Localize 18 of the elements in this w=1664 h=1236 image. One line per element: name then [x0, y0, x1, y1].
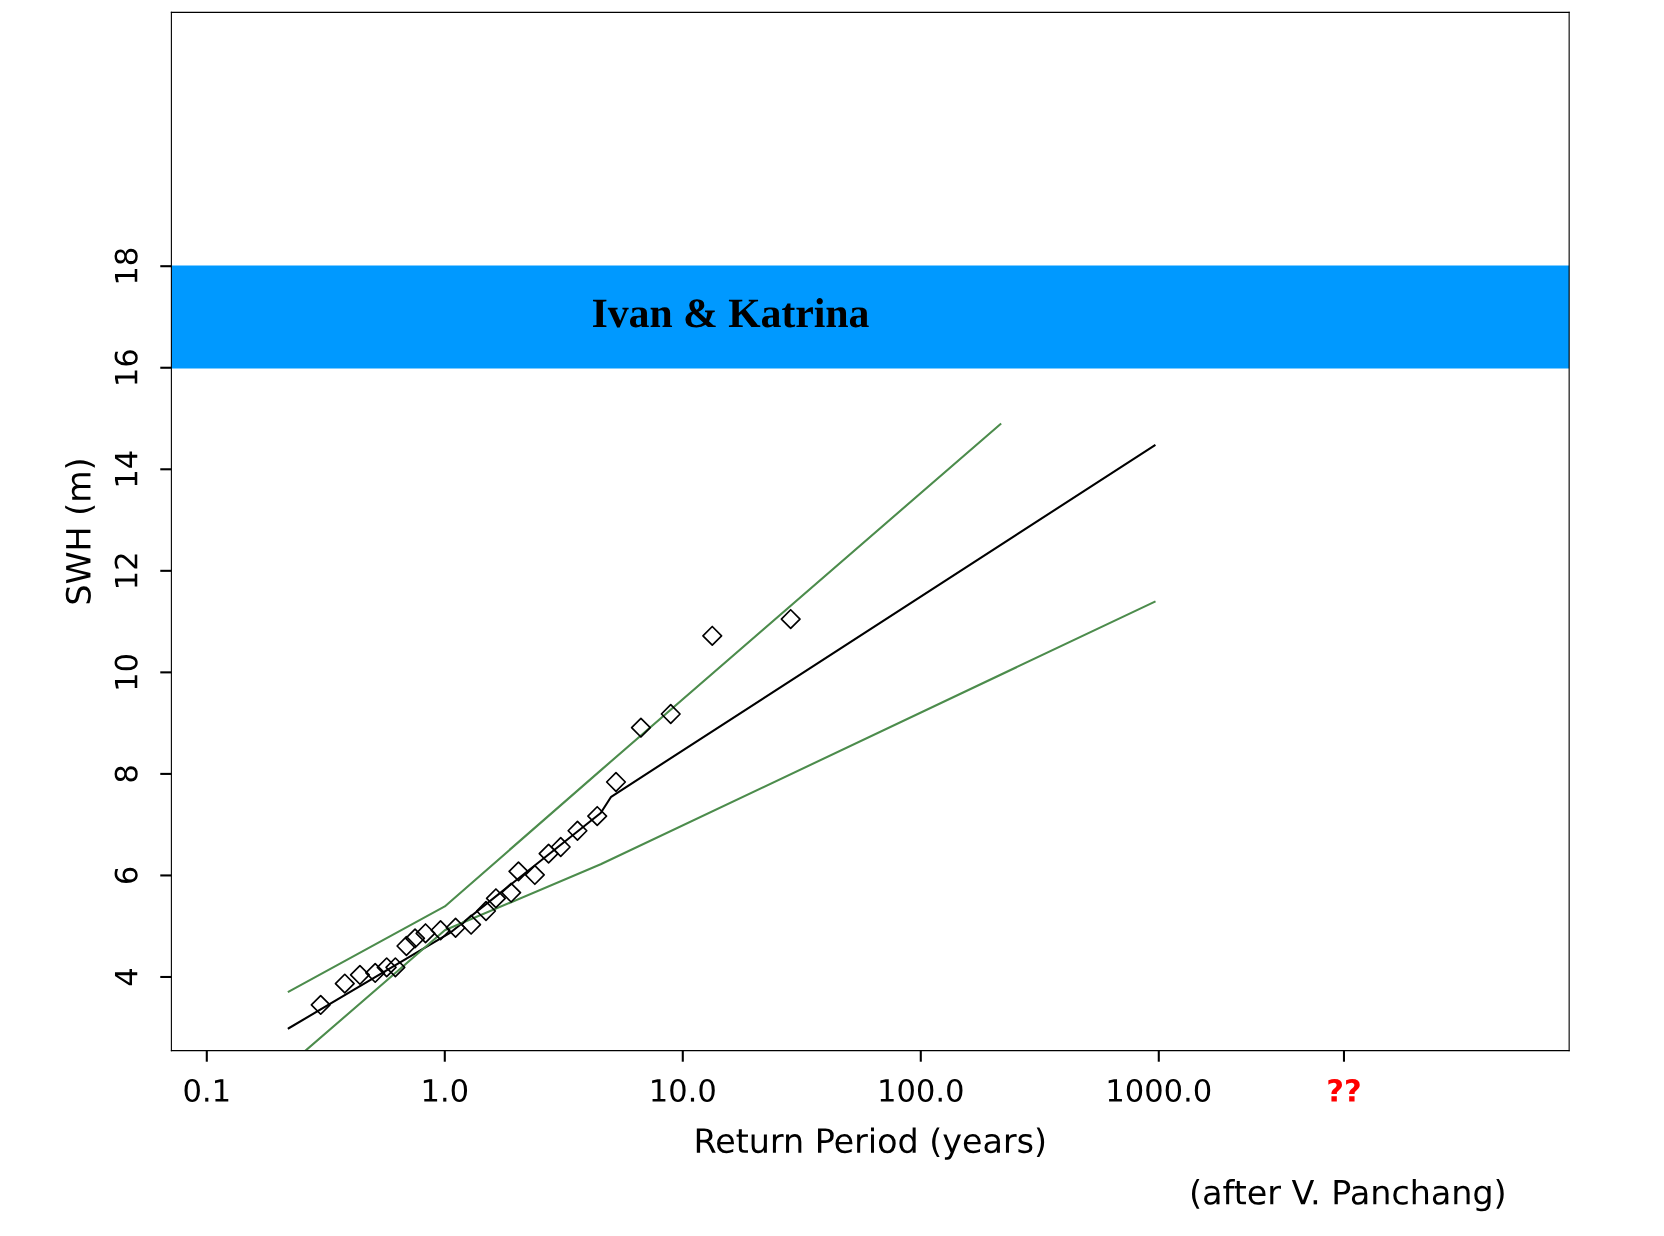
y-tick-label: 4	[114, 968, 138, 986]
x-tick-label: ??	[1328, 1078, 1360, 1102]
x-tick-label: 10.0	[652, 1078, 715, 1103]
y-tick-label: 14	[114, 451, 138, 486]
y-tick-label: 8	[114, 766, 138, 782]
y-tick-label: 16	[114, 350, 138, 384]
y-tick-label: 10	[114, 654, 138, 689]
text: (after V. Panchang)	[1191, 1179, 1504, 1212]
x-tick-label: 100.0	[880, 1078, 963, 1103]
y-tick-label: 6	[114, 867, 138, 884]
x-tick-label: 1.0	[423, 1078, 468, 1103]
y-tick-label: 18	[114, 248, 138, 283]
band-label: Ivan & Katrina	[593, 298, 869, 328]
x-tick-label: 0.1	[184, 1078, 229, 1103]
y-axis-title: SWH (m)	[65, 460, 95, 604]
x-axis-title: Return Period (years)	[696, 1127, 1045, 1160]
y-tick-label: 12	[114, 554, 138, 587]
x-tick-label: 1000.0	[1108, 1078, 1211, 1103]
